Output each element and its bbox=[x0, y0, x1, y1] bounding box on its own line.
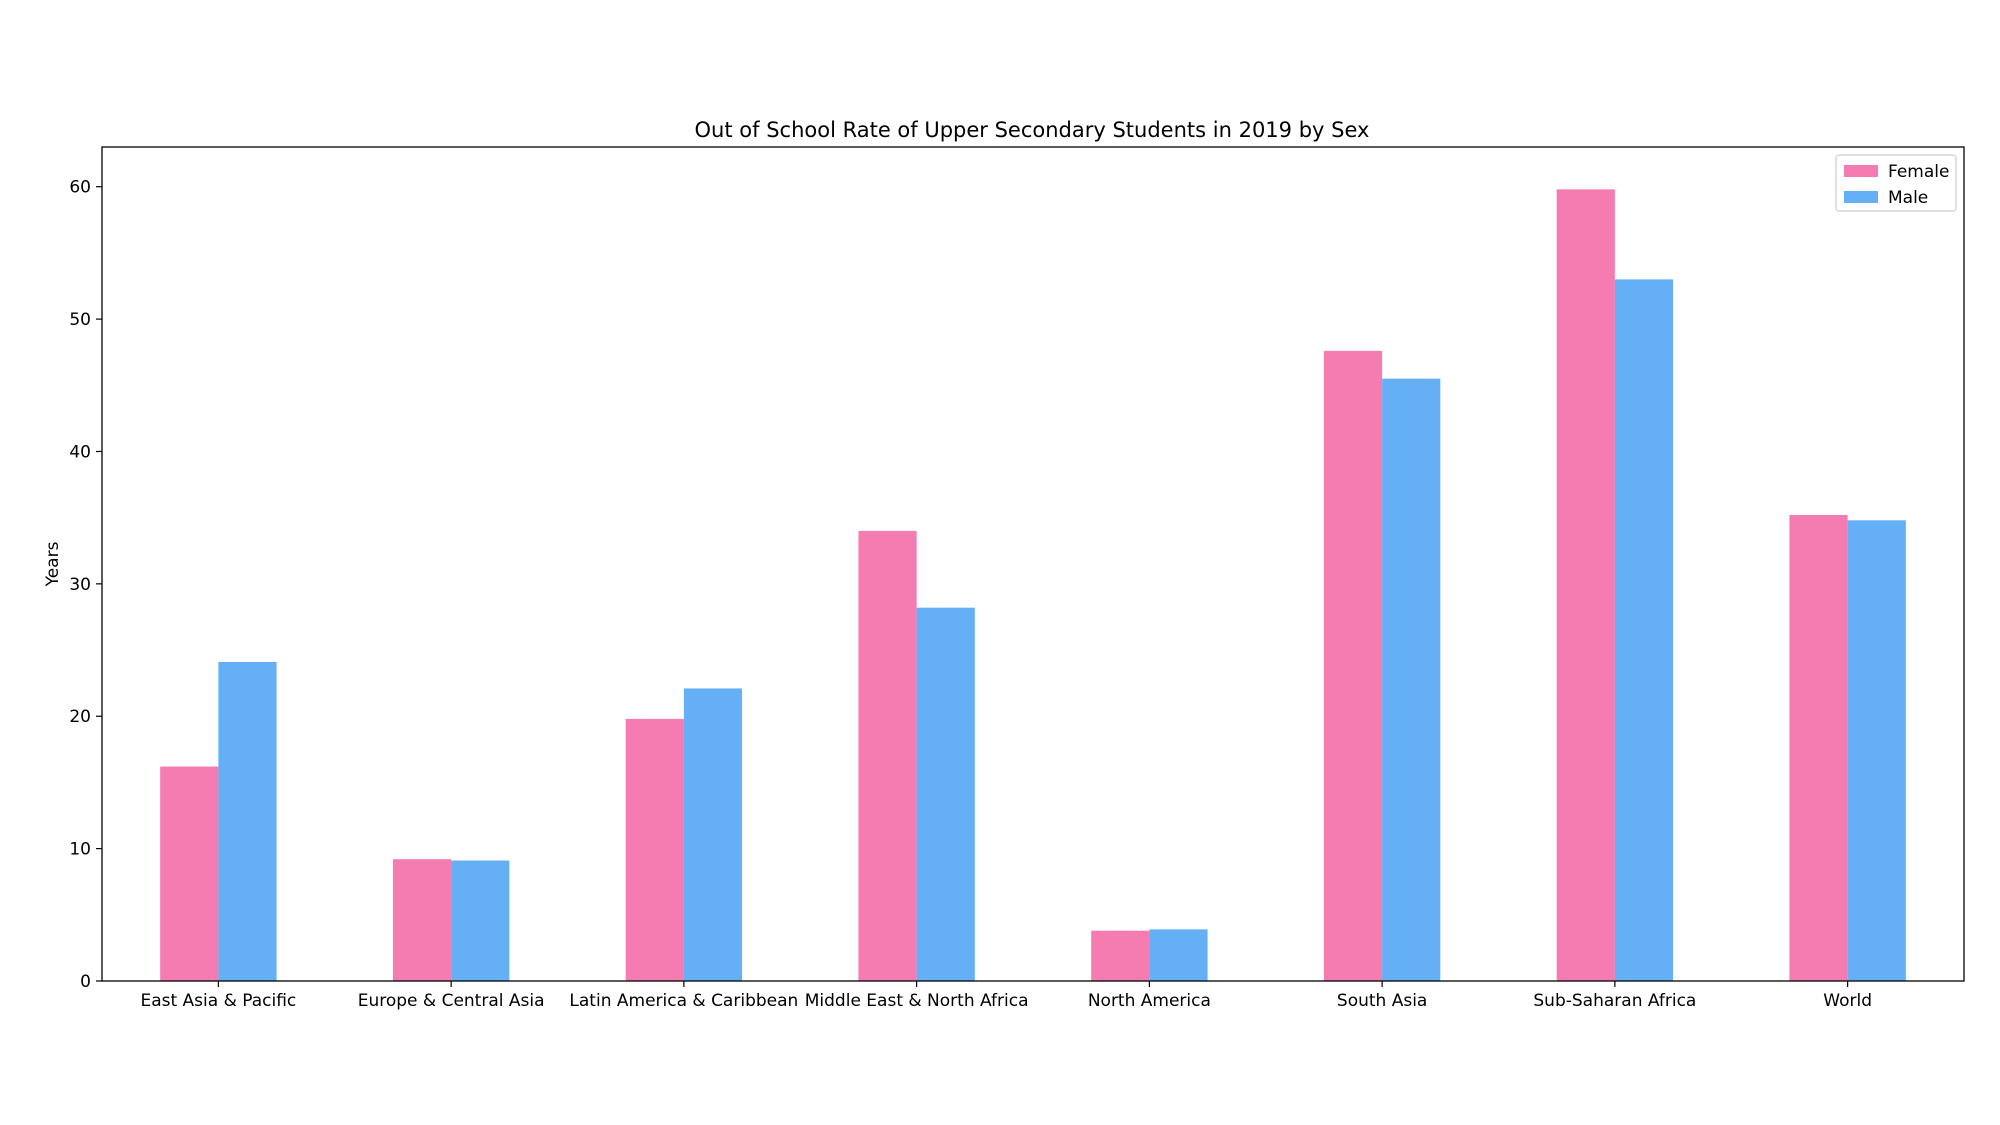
y-tick-label: 40 bbox=[69, 442, 91, 462]
legend: Female Male bbox=[1835, 154, 1957, 212]
bar-male-4 bbox=[1149, 929, 1208, 981]
legend-label-female: Female bbox=[1888, 162, 1949, 182]
bar-female-6 bbox=[1556, 189, 1615, 982]
x-tick-label: Sub-Saharan Africa bbox=[1533, 991, 1696, 1011]
bar-female-3 bbox=[858, 530, 917, 981]
bar-male-3 bbox=[916, 607, 975, 981]
bar-male-7 bbox=[1847, 520, 1906, 981]
bar-female-5 bbox=[1323, 350, 1383, 981]
legend-swatch-female bbox=[1844, 165, 1878, 177]
bars-group bbox=[160, 189, 1906, 982]
y-tick-label: 30 bbox=[69, 575, 91, 595]
y-tick-label: 20 bbox=[69, 707, 91, 727]
x-tick-label: North America bbox=[1088, 991, 1211, 1011]
x-tick-label: East Asia & Pacific bbox=[140, 991, 296, 1011]
bar-female-4 bbox=[1091, 930, 1150, 981]
bar-female-2 bbox=[625, 718, 684, 981]
bar-female-7 bbox=[1789, 515, 1848, 981]
y-axis-label: Years bbox=[43, 541, 63, 587]
bar-female-1 bbox=[392, 859, 452, 981]
y-tick-label: 10 bbox=[69, 840, 91, 860]
y-tick-label: 60 bbox=[69, 178, 91, 198]
bar-male-1 bbox=[451, 860, 510, 981]
x-axis-ticks: East Asia & Pacific Europe & Central Asia… bbox=[140, 981, 1872, 1011]
legend-swatch-male bbox=[1844, 191, 1878, 203]
legend-label-male: Male bbox=[1888, 188, 1928, 208]
x-tick-label: Middle East & North Africa bbox=[805, 991, 1029, 1011]
bar-male-5 bbox=[1382, 378, 1441, 981]
bar-female-0 bbox=[160, 766, 219, 981]
x-tick-label: Latin America & Caribbean bbox=[569, 991, 798, 1011]
x-tick-label: Europe & Central Asia bbox=[358, 991, 545, 1011]
x-tick-label: South Asia bbox=[1337, 991, 1427, 1011]
bar-male-2 bbox=[683, 688, 743, 981]
x-tick-label: World bbox=[1823, 991, 1872, 1011]
y-tick-label: 50 bbox=[69, 310, 91, 330]
chart-title: Out of School Rate of Upper Secondary St… bbox=[695, 118, 1370, 142]
y-tick-label: 0 bbox=[80, 972, 91, 992]
y-axis-ticks: 0 10 20 30 40 50 60 bbox=[69, 178, 102, 992]
bar-male-6 bbox=[1614, 279, 1674, 981]
bar-male-0 bbox=[218, 661, 277, 981]
plot-frame bbox=[101, 146, 1965, 982]
